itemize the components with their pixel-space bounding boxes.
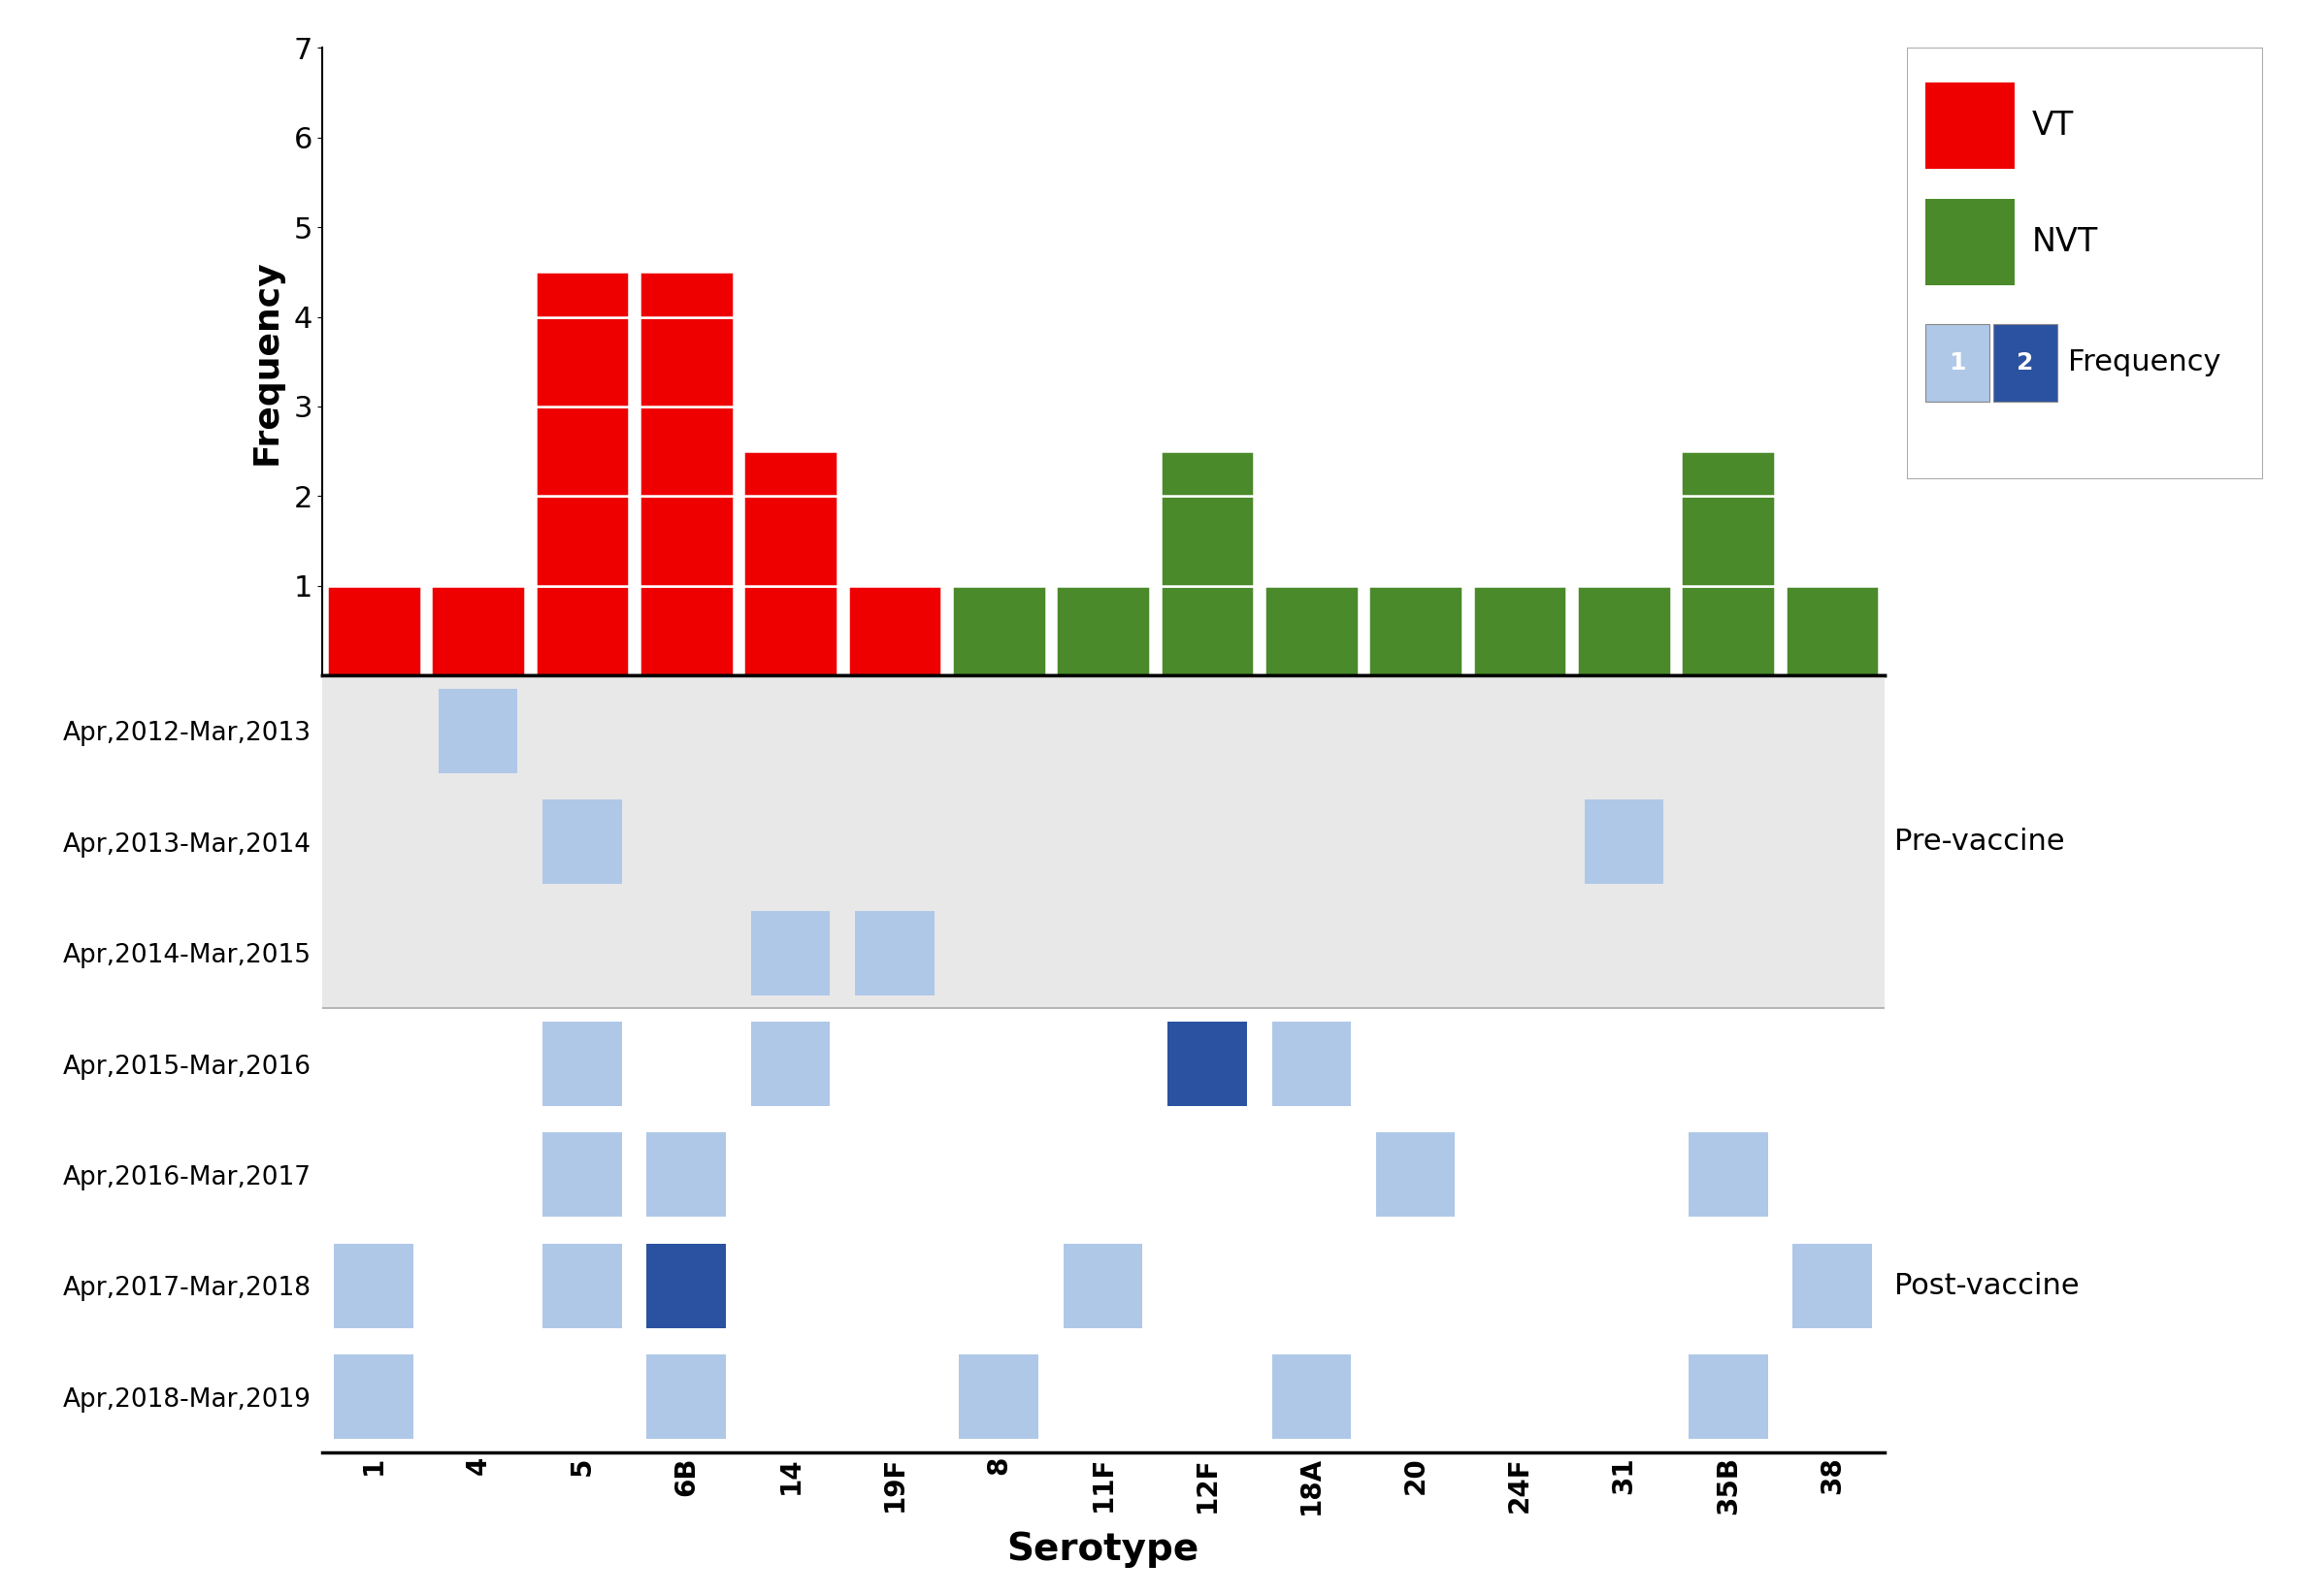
Bar	[333, 1355, 414, 1440]
FancyBboxPatch shape	[1907, 48, 2264, 479]
Text: Frequency: Frequency	[2068, 348, 2220, 377]
Bar	[322, 1009, 1884, 1119]
Bar	[535, 586, 630, 675]
Bar	[326, 586, 421, 675]
Bar	[745, 452, 836, 496]
Bar	[1271, 1355, 1351, 1440]
Bar	[646, 1133, 726, 1218]
Bar	[535, 407, 630, 496]
Bar	[751, 1021, 830, 1106]
Bar	[646, 1355, 726, 1440]
Bar	[1167, 1021, 1248, 1106]
Bar	[951, 586, 1046, 675]
Text: Pre-vaccine: Pre-vaccine	[1896, 828, 2066, 855]
Bar	[535, 496, 630, 586]
Bar	[542, 1021, 623, 1106]
Bar	[1682, 496, 1774, 586]
Bar	[1160, 586, 1255, 675]
Bar	[1926, 83, 2013, 169]
Bar	[432, 586, 524, 675]
Bar	[1992, 324, 2057, 401]
Bar	[639, 271, 733, 318]
Bar	[1689, 1133, 1767, 1218]
Bar	[1057, 586, 1149, 675]
Bar	[1370, 586, 1462, 675]
Y-axis label: Frequency: Frequency	[250, 259, 283, 464]
Bar	[1689, 1355, 1767, 1440]
Bar	[745, 586, 836, 675]
Bar	[535, 318, 630, 407]
Text: 2: 2	[2015, 351, 2034, 373]
Bar	[542, 1133, 623, 1218]
Bar	[322, 1231, 1884, 1341]
Bar	[542, 1243, 623, 1328]
Bar	[1160, 452, 1255, 496]
Bar	[1473, 586, 1567, 675]
Bar	[322, 897, 1884, 1009]
Bar	[535, 271, 630, 318]
Bar	[639, 318, 733, 407]
Bar	[542, 800, 623, 884]
Bar	[322, 1341, 1884, 1452]
Bar	[439, 689, 517, 772]
Text: Post-vaccine: Post-vaccine	[1896, 1272, 2080, 1299]
Bar	[1682, 452, 1774, 496]
Bar	[333, 1243, 414, 1328]
Bar	[1160, 496, 1255, 586]
Bar	[848, 586, 942, 675]
Bar	[639, 586, 733, 675]
Bar	[1583, 800, 1664, 884]
Bar	[639, 407, 733, 496]
Bar	[646, 1243, 726, 1328]
Text: 1: 1	[1949, 351, 1965, 373]
Bar	[1264, 586, 1358, 675]
Text: VT: VT	[2031, 110, 2075, 142]
Bar	[322, 1119, 1884, 1231]
Bar	[1786, 586, 1880, 675]
Bar	[855, 911, 935, 994]
Bar	[1792, 1243, 1873, 1328]
Bar	[1576, 586, 1671, 675]
Bar	[751, 911, 830, 994]
Bar	[322, 675, 1884, 787]
Bar	[1064, 1243, 1142, 1328]
Bar	[322, 787, 1884, 897]
Bar	[1377, 1133, 1455, 1218]
Bar	[639, 496, 733, 586]
X-axis label: Serotype: Serotype	[1007, 1531, 1200, 1567]
Bar	[958, 1355, 1039, 1440]
Bar	[1926, 200, 2013, 284]
Bar	[1271, 1021, 1351, 1106]
Bar	[1926, 324, 1990, 401]
Text: NVT: NVT	[2031, 225, 2098, 259]
Bar	[1682, 586, 1774, 675]
Bar	[745, 496, 836, 586]
